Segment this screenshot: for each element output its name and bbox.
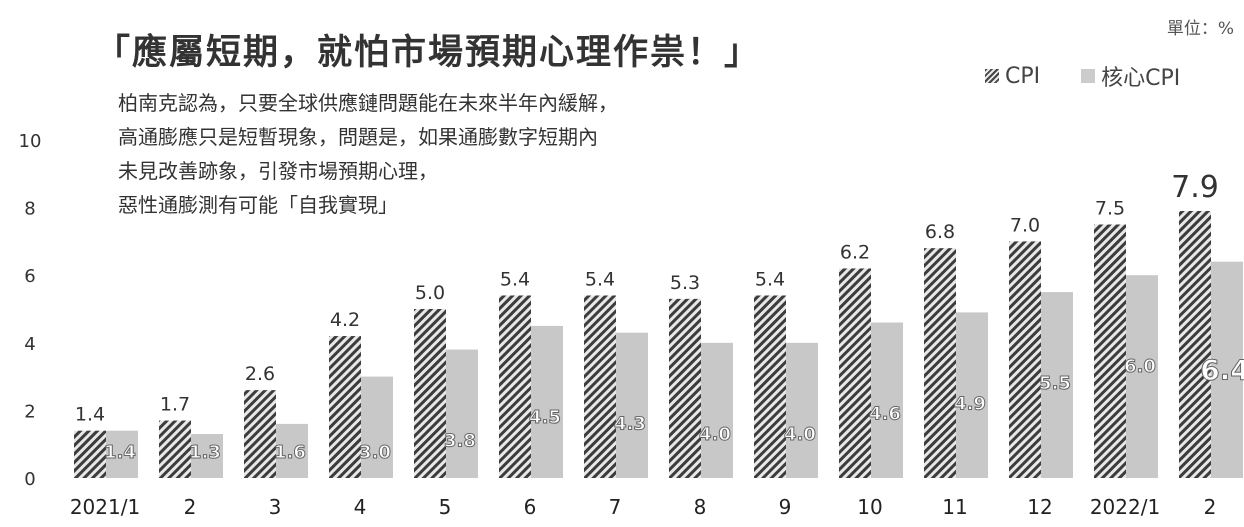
cpi-data-label: 5.3	[670, 272, 700, 294]
cpi-data-label: 2.6	[245, 363, 275, 385]
core-cpi-bar	[1041, 292, 1073, 478]
core-cpi-bar	[701, 342, 733, 478]
core-cpi-data-label: 1.4	[104, 442, 136, 463]
core-cpi-data-label: 5.5	[1039, 373, 1071, 394]
core-cpi-bar	[786, 342, 818, 478]
note-line: 柏南克認為，只要全球供應鏈問題能在未來半年內緩解，	[118, 91, 618, 115]
x-tick-label: 2021/1	[70, 495, 140, 519]
note-line: 高通膨應只是短暫現象，問題是，如果通膨數字短期內	[118, 125, 598, 149]
core-cpi-data-label: 6.0	[1124, 356, 1156, 377]
cpi-data-label: 6.8	[925, 221, 955, 243]
core-cpi-data-label: 4.3	[614, 414, 646, 435]
cpi-data-label: 5.4	[500, 268, 530, 290]
cpi-data-label: 7.0	[1010, 214, 1040, 236]
note-line: 惡性通膨測有可能「自我實現」	[118, 193, 398, 217]
y-tick-label: 10	[19, 131, 42, 152]
cpi-bar	[74, 430, 106, 478]
core-cpi-data-label: 3.0	[359, 442, 391, 463]
x-tick-label: 2	[1204, 495, 1217, 519]
cpi-bar	[924, 248, 956, 478]
cpi-bar	[329, 336, 361, 478]
core-cpi-bar	[1126, 275, 1158, 478]
legend-swatch-core-cpi	[1081, 69, 1096, 83]
legend-swatch-cpi	[985, 69, 999, 83]
cpi-bar	[1009, 241, 1041, 478]
legend-label-core-cpi: 核心CPI	[1101, 66, 1181, 91]
core-cpi-bar	[956, 312, 988, 478]
core-cpi-data-label: 1.3	[189, 442, 221, 463]
core-cpi-bar	[276, 423, 308, 478]
core-cpi-bar	[616, 332, 648, 478]
cpi-data-label: 6.2	[840, 241, 870, 263]
x-tick-label: 12	[1027, 495, 1052, 519]
x-tick-label: 6	[524, 495, 537, 519]
cpi-bar	[244, 390, 276, 478]
cpi-bar	[414, 309, 446, 478]
y-tick-label: 6	[24, 266, 35, 287]
legend-item-core-cpi: 核心CPI	[1081, 60, 1180, 92]
cpi-data-label: 5.4	[585, 268, 615, 290]
legend: CPI 核心CPI	[985, 60, 1180, 92]
chart-title: 「應屬短期，就怕市場預期心理作祟！」	[95, 33, 762, 73]
cpi-data-label: 1.4	[75, 404, 105, 426]
cpi-bar	[839, 268, 871, 478]
unit-label: 單位：%	[1166, 19, 1234, 39]
core-cpi-bar	[871, 322, 903, 478]
annotation-note: 柏南克認為，只要全球供應鏈問題能在未來半年內緩解， 高通膨應只是短暫現象，問題是…	[118, 86, 618, 222]
legend-item-cpi: CPI	[985, 64, 1040, 89]
cpi-data-label: 4.2	[330, 309, 360, 331]
cpi-data-label: 7.5	[1095, 198, 1125, 220]
legend-label-cpi: CPI	[1005, 63, 1041, 89]
core-cpi-data-label: 4.0	[699, 424, 731, 445]
core-cpi-data-label: 4.0	[784, 424, 816, 445]
core-cpi-bar	[531, 325, 563, 478]
x-tick-label: 11	[942, 495, 967, 519]
cpi-bar	[1094, 224, 1126, 478]
x-tick-label: 2	[184, 495, 197, 519]
x-tick-label: 4	[354, 495, 367, 519]
x-tick-label: 8	[694, 495, 707, 519]
x-tick-label: 2022/1	[1090, 495, 1160, 519]
x-tick-label: 7	[609, 495, 622, 519]
y-tick-label: 4	[24, 334, 35, 355]
x-tick-label: 9	[779, 495, 792, 519]
core-cpi-data-label: 1.6	[274, 442, 306, 463]
cpi-data-label: 1.7	[160, 394, 190, 416]
y-tick-label: 8	[24, 199, 35, 220]
cpi-bar	[669, 298, 701, 478]
core-cpi-bar	[361, 376, 393, 478]
core-cpi-bar	[446, 349, 478, 478]
y-tick-label: 2	[24, 401, 35, 422]
note-line: 未見改善跡象，引發市場預期心理，	[118, 159, 438, 183]
core-cpi-data-label: 4.5	[529, 407, 561, 428]
cpi-bar	[584, 295, 616, 478]
cpi-bar	[754, 295, 786, 478]
cpi-data-label: 7.9	[1171, 170, 1219, 205]
core-cpi-data-label: 6.4	[1200, 354, 1244, 387]
core-cpi-data-label: 4.9	[954, 393, 986, 414]
core-cpi-bar	[191, 434, 223, 478]
cpi-data-label: 5.4	[755, 268, 785, 290]
y-tick-label: 0	[24, 469, 35, 490]
cpi-bar	[159, 420, 191, 478]
core-cpi-data-label: 4.6	[869, 404, 901, 425]
cpi-bar	[499, 295, 531, 478]
x-tick-label: 5	[439, 495, 452, 519]
core-cpi-bar	[106, 430, 138, 478]
x-tick-label: 10	[857, 495, 882, 519]
cpi-bar	[1179, 210, 1211, 479]
cpi-data-label: 5.0	[415, 282, 445, 304]
core-cpi-data-label: 3.8	[444, 431, 476, 452]
core-cpi-bar	[1211, 261, 1243, 478]
x-tick-label: 3	[269, 495, 282, 519]
